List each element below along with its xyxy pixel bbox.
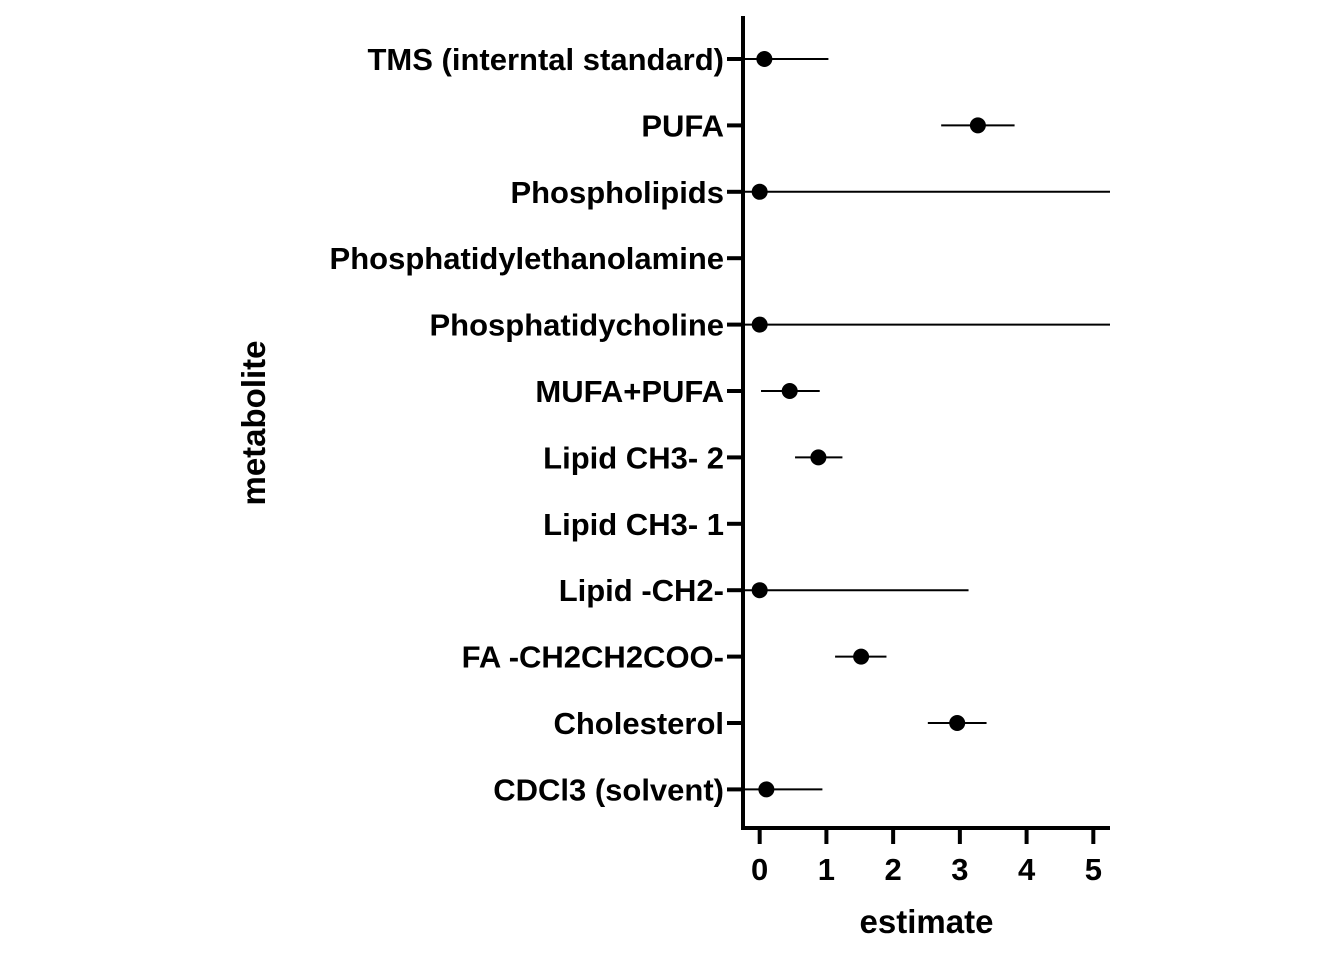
data-point	[853, 648, 870, 665]
y-tick-label: Lipid CH3- 1	[543, 507, 724, 542]
data-point	[949, 715, 966, 731]
y-tick-label: Phosphatidylethanolamine	[330, 241, 724, 276]
y-tick-label: Lipid -CH2-	[559, 573, 724, 608]
y-axis-ticks: TMS (interntal standard) PUFA Phospholipid…	[330, 42, 743, 807]
x-tick-label: 4	[1018, 852, 1036, 887]
x-axis-title: estimate	[860, 903, 994, 940]
x-tick-label: 2	[885, 852, 902, 887]
y-tick-label: Lipid CH3- 2	[543, 440, 724, 475]
data-point	[781, 383, 798, 399]
y-tick-label: CDCl3 (solvent)	[493, 772, 724, 807]
data-point	[751, 183, 768, 200]
x-tick-label: 0	[751, 852, 768, 887]
data-point	[751, 582, 768, 599]
y-tick-label: FA -CH2CH2COO-	[462, 640, 724, 675]
plot-area	[743, 51, 1110, 798]
data-point	[969, 117, 986, 134]
y-tick-label: TMS (interntal standard)	[367, 42, 724, 77]
data-point	[758, 781, 775, 798]
x-axis-ticks: 0 1 2 3 4 5	[751, 828, 1102, 887]
data-point	[810, 449, 827, 466]
x-tick-label: 1	[818, 852, 835, 887]
data-point	[756, 51, 773, 67]
y-tick-label: Phospholipids	[510, 175, 724, 210]
x-tick-label: 5	[1085, 852, 1102, 887]
y-tick-label: Cholesterol	[553, 706, 724, 741]
data-point	[751, 316, 768, 333]
x-tick-label: 3	[951, 852, 968, 887]
y-tick-label: PUFA	[641, 108, 724, 143]
y-tick-label: MUFA+PUFA	[535, 374, 724, 409]
y-axis-title: metabolite	[235, 340, 272, 505]
y-tick-label: Phosphatidycholine	[429, 308, 724, 343]
